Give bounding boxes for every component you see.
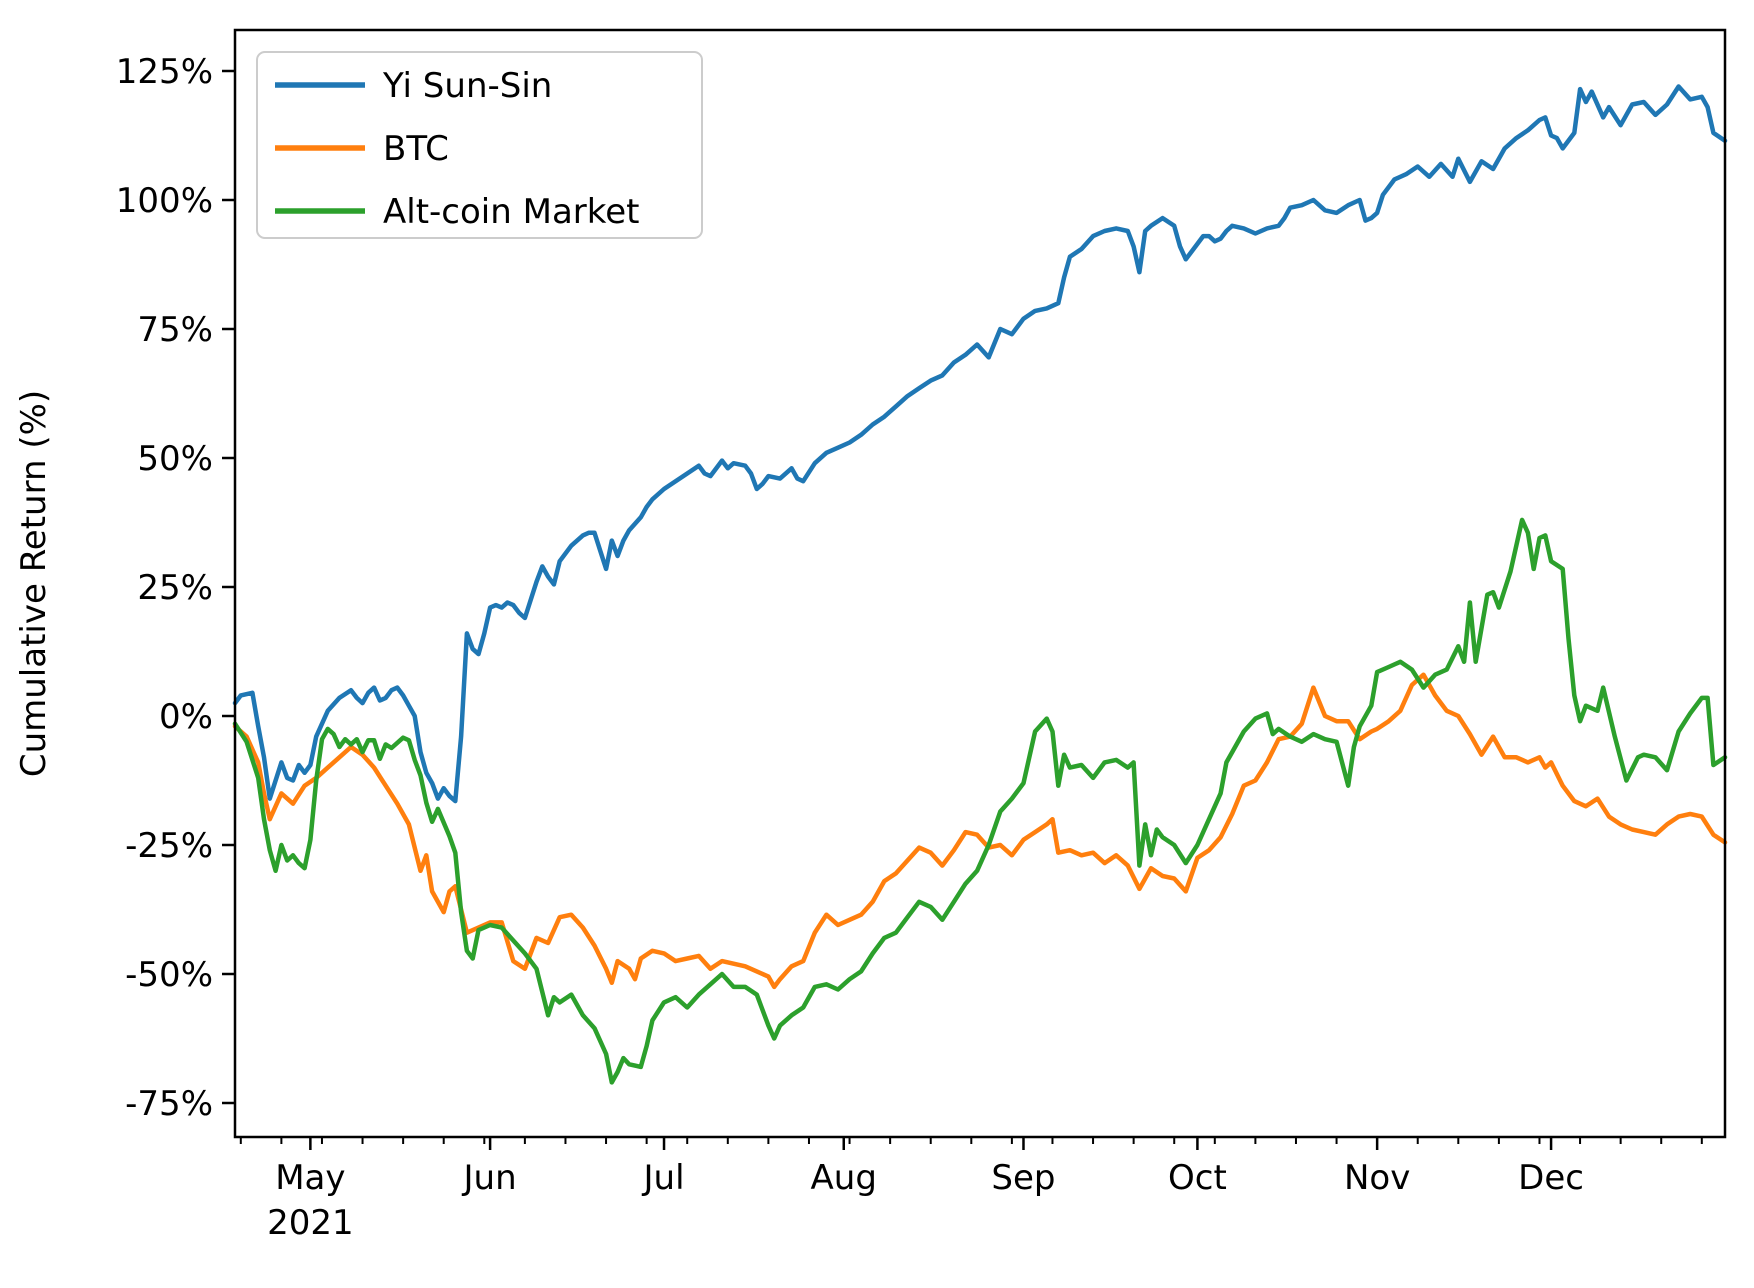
x-tick-label: Sep: [991, 1158, 1055, 1198]
x-tick-label: Jul: [642, 1158, 685, 1198]
series-line-yi-sun-sin: [232, 84, 1728, 804]
x-tick-label: May: [275, 1158, 345, 1198]
legend-label: Yi Sun-Sin: [382, 66, 552, 106]
y-tick-label: 0%: [159, 697, 213, 737]
y-tick-label: 50%: [137, 439, 213, 479]
y-axis-label: Cumulative Return (%): [14, 390, 54, 777]
y-tick-label: -50%: [125, 955, 213, 995]
legend-box: [256, 51, 703, 239]
x-tick-label: Jun: [462, 1158, 517, 1198]
legend-label: Alt-coin Market: [383, 192, 639, 232]
series-line-alt-coin-market: [232, 517, 1728, 1085]
x-tick-label: Oct: [1168, 1158, 1227, 1198]
legend-label: BTC: [383, 129, 449, 169]
x-tick-label: Aug: [811, 1158, 877, 1198]
y-tick-label: 75%: [137, 310, 213, 350]
y-tick-label: 100%: [116, 181, 213, 221]
x-tick-label: Nov: [1344, 1158, 1410, 1198]
y-tick-label: 25%: [137, 568, 213, 608]
axes-spines: [233, 28, 1727, 1139]
y-tick-label: -25%: [125, 826, 213, 866]
x-tick-label: Dec: [1518, 1158, 1584, 1198]
y-tick-label: 125%: [116, 52, 213, 92]
x-tick-year-label: 2021: [267, 1203, 354, 1243]
y-tick-label: -75%: [125, 1084, 213, 1124]
